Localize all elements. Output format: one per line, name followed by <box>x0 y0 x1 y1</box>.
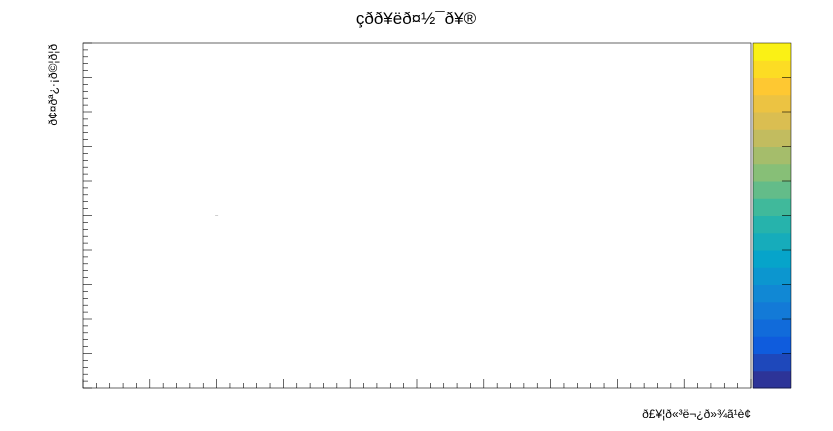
colorbar-band <box>753 112 791 130</box>
colorbar-band <box>753 43 791 61</box>
colorbar-band <box>753 284 791 303</box>
colorbar-band <box>753 129 791 147</box>
colorbar-band <box>753 60 791 78</box>
y-axis-ticks <box>83 42 92 389</box>
colorbar-band <box>753 181 791 199</box>
colorbar-band <box>753 232 791 251</box>
colorbar-band <box>753 250 791 268</box>
x-axis-label: ð£¥¦ð«³ë¬¿ð»¾ã¹è¢ <box>642 407 751 421</box>
plot-area <box>82 42 752 389</box>
colorbar-band <box>753 353 791 372</box>
data-point <box>215 215 219 216</box>
colorbar-band <box>753 77 791 96</box>
colorbar-band <box>753 215 791 234</box>
data-marks <box>215 215 219 216</box>
colorbar-band <box>753 301 791 320</box>
y-axis-label: ð¢¤ðª¿·¡ð©¦ð¦ð <box>46 44 60 126</box>
x-axis-ticks <box>82 379 752 388</box>
colorbar-band <box>753 319 791 337</box>
colorbar <box>752 42 792 389</box>
colorbar-band <box>753 163 791 182</box>
colorbar-band <box>753 94 791 113</box>
colorbar-band <box>753 146 791 165</box>
colorbar-band <box>753 336 791 354</box>
chart-title: çðð¥ëð¤½¯ð¥® <box>356 9 477 28</box>
colorbar-band <box>753 267 791 285</box>
colorbar-ticks <box>782 77 791 354</box>
colorbar-band <box>753 370 791 389</box>
colorbar-band <box>753 198 791 216</box>
